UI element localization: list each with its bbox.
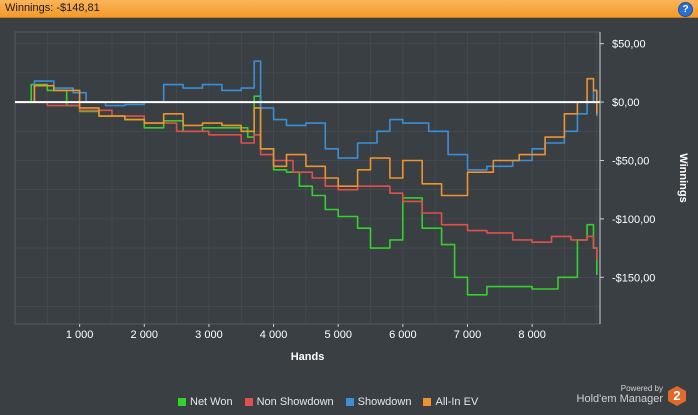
- x-tick-label: 5 000: [324, 329, 352, 341]
- legend-item-non-showdown[interactable]: Non Showdown: [244, 396, 334, 408]
- legend-swatch-allin-ev: [423, 398, 432, 406]
- title-bar: Winnings: -$148,81 ?: [0, 0, 698, 18]
- legend-label-net-won: Net Won: [190, 396, 233, 408]
- legend-swatch-showdown: [345, 398, 354, 406]
- x-tick-label: 2 000: [131, 329, 159, 341]
- brand-text: Powered by Hold'em Manager: [577, 384, 663, 406]
- x-axis-title: Hands: [291, 351, 325, 363]
- legend-item-net-won[interactable]: Net Won: [178, 396, 233, 408]
- legend-swatch-non-showdown: [244, 398, 253, 406]
- legend-label-allin-ev: All-In EV: [435, 396, 479, 408]
- x-tick-label: 1 000: [66, 329, 94, 341]
- x-tick-label: 7 000: [454, 329, 482, 341]
- x-tick-label: 6 000: [389, 329, 417, 341]
- y-axis-title: Winnings: [677, 153, 689, 202]
- x-tick-label: 8 000: [518, 329, 546, 341]
- x-tick-label: 4 000: [260, 329, 288, 341]
- series-line-showdown[interactable]: [15, 60, 598, 171]
- hem2-branding: Powered by Hold'em Manager 2: [577, 384, 686, 406]
- y-tick-label: -$50,00: [612, 155, 649, 167]
- powered-by-label: Powered by: [620, 384, 663, 393]
- legend-item-allin-ev[interactable]: All-In EV: [423, 396, 478, 408]
- legend-swatch-net-won: [178, 398, 186, 406]
- legend-item-showdown[interactable]: Showdown: [345, 396, 412, 408]
- series-line-non-showdown[interactable]: [15, 101, 598, 260]
- product-name: Hold'em Manager: [576, 393, 663, 405]
- legend-label-non-showdown: Non Showdown: [256, 396, 334, 408]
- y-tick-label: $50,00: [612, 39, 646, 51]
- chart-legend: Net Won Non Showdown Showdown All-In EV: [178, 396, 478, 408]
- y-tick-label: -$100,00: [612, 214, 655, 226]
- y-tick-label: -$150,00: [612, 272, 655, 284]
- winnings-title: Winnings: -$148,81: [5, 2, 100, 14]
- x-tick-label: 3 000: [195, 329, 223, 341]
- legend-label-showdown: Showdown: [357, 396, 412, 408]
- y-tick-label: $0,00: [612, 97, 640, 109]
- series-line-allin-ev[interactable]: [15, 77, 598, 197]
- plot-area: [14, 31, 601, 325]
- hem2-logo-icon: 2: [668, 386, 686, 406]
- help-icon[interactable]: ?: [678, 2, 693, 17]
